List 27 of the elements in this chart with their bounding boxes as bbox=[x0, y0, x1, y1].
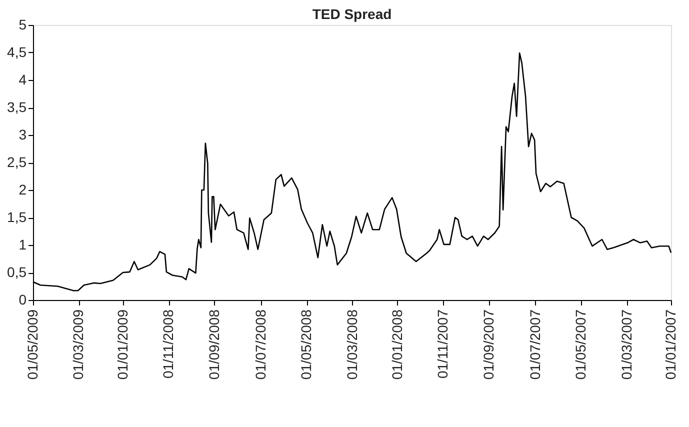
x-tick-label: 01/03/2007 bbox=[618, 309, 634, 380]
y-tick-label: 4 bbox=[18, 72, 27, 88]
x-tick-label: 01/03/2009 bbox=[70, 309, 86, 380]
y-tick-label: 0 bbox=[18, 292, 27, 308]
x-tick-label: 01/07/2008 bbox=[252, 309, 268, 380]
y-tick-label: 1 bbox=[18, 236, 27, 252]
x-tick-label: 01/07/2007 bbox=[526, 309, 543, 380]
y-tick-label: 1,5 bbox=[7, 209, 27, 225]
y-tick-label: 3,5 bbox=[7, 99, 27, 115]
x-tick-label: 01/05/2008 bbox=[298, 309, 314, 380]
y-tick-label: 0,5 bbox=[7, 264, 27, 280]
y-tick-label: 5 bbox=[18, 16, 27, 32]
x-tick-label: 01/09/2008 bbox=[206, 309, 222, 380]
x-tick-label: 01/11/2008 bbox=[160, 309, 176, 379]
y-tick-label: 3 bbox=[18, 126, 27, 142]
y-tick-label: 2,5 bbox=[7, 154, 27, 170]
y-tick-label: 4,5 bbox=[7, 44, 27, 60]
x-tick-label: 01/01/2007 bbox=[662, 309, 678, 380]
x-tick-label: 01/03/2008 bbox=[344, 309, 360, 380]
x-tick-label: 01/01/2008 bbox=[388, 309, 405, 380]
x-tick-label: 01/11/2007 bbox=[434, 309, 451, 379]
x-tick-label: 01/05/2007 bbox=[572, 309, 589, 380]
y-tick-label: 2 bbox=[18, 182, 27, 198]
x-tick-label: 01/05/2009 bbox=[24, 309, 40, 380]
x-tick-label: 01/01/2009 bbox=[114, 309, 130, 380]
chart-title: TED Spread bbox=[312, 6, 392, 22]
x-tick-label: 01/09/2007 bbox=[480, 309, 496, 380]
